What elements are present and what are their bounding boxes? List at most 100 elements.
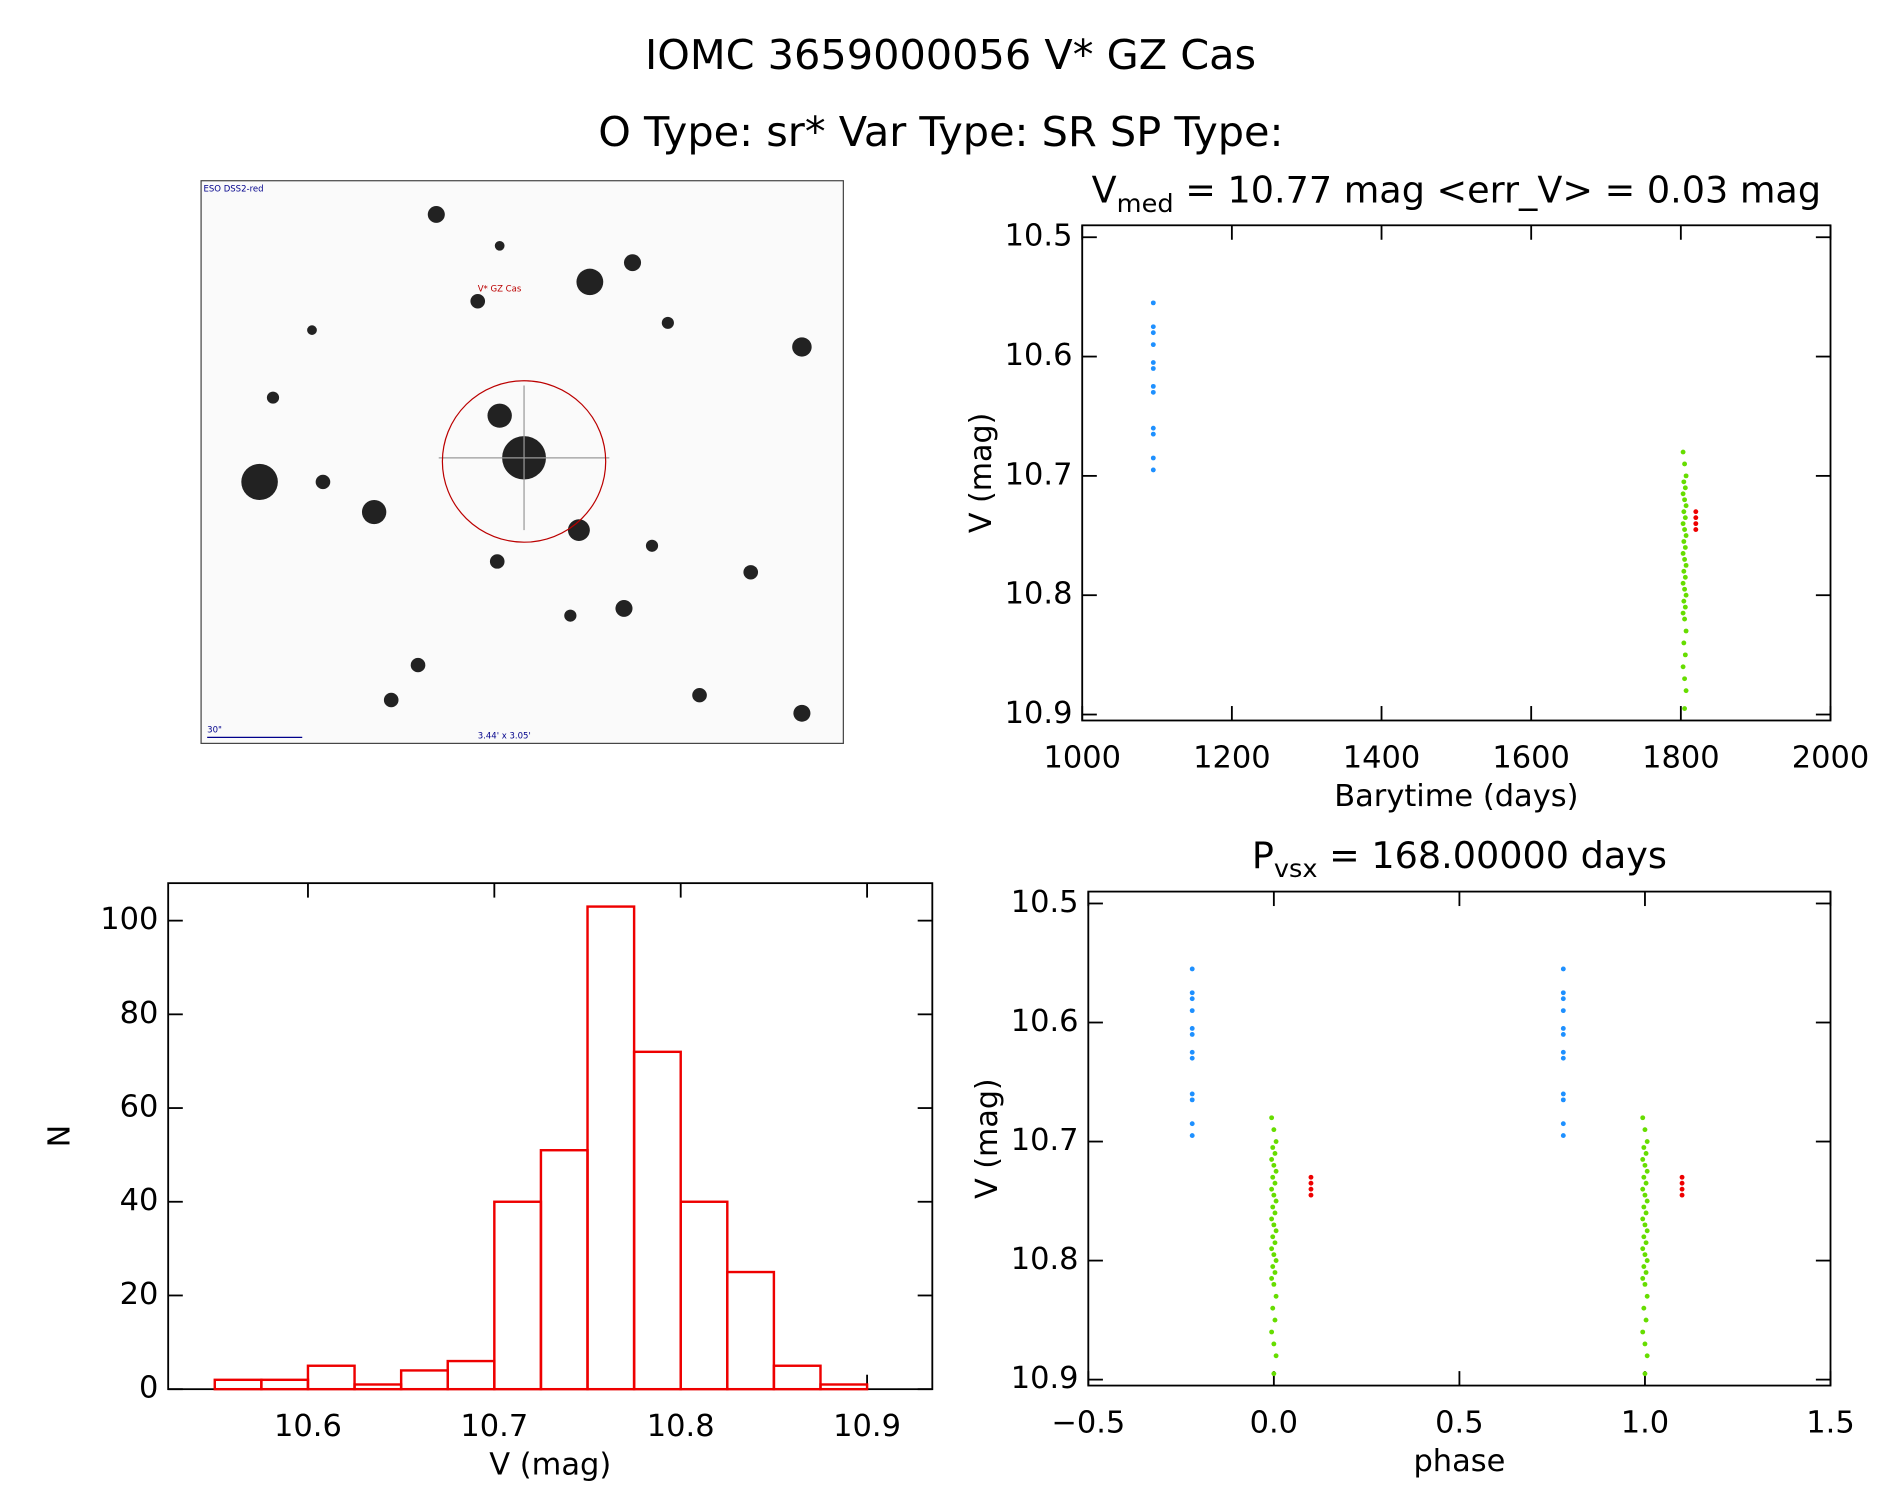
data-point: [1643, 1240, 1649, 1246]
data-point: [1150, 431, 1156, 437]
title-subscript: vsx: [1274, 853, 1318, 883]
data-point: [1682, 461, 1688, 467]
data-point: [1273, 1293, 1279, 1299]
data-point: [1642, 1281, 1648, 1287]
data-point: [1189, 1008, 1195, 1014]
data-point: [1640, 1246, 1646, 1252]
histogram-bar: [679, 1200, 729, 1391]
data-point: [1642, 1371, 1648, 1377]
data-point: [1682, 586, 1688, 592]
data-point: [1269, 1246, 1275, 1252]
data-point: [1683, 533, 1689, 538]
x-tick-label: 0.0: [1250, 1406, 1298, 1441]
data-point: [1640, 1156, 1646, 1162]
data-point: [1270, 1174, 1276, 1180]
figure-subtitle: O Type: sr* Var Type: SR SP Type:: [598, 108, 1283, 156]
data-point: [1683, 688, 1689, 694]
y-tick-label: 60: [120, 1090, 159, 1125]
y-tick-label: 80: [120, 996, 159, 1031]
data-point: [1642, 1127, 1648, 1133]
data-point: [1271, 1341, 1277, 1347]
data-point: [1189, 1055, 1195, 1061]
x-axis-label: phase: [1413, 1444, 1505, 1479]
title-rest: = 10.77 mag <err_V> = 0.03 mag: [1174, 169, 1821, 212]
data-point: [1644, 1198, 1650, 1204]
x-tick-label: 1400: [1343, 741, 1421, 776]
x-tick-label: 10.6: [274, 1409, 342, 1444]
y-tick-label: 10.9: [1005, 696, 1073, 731]
y-tick-label: 0: [139, 1371, 158, 1406]
data-point: [1271, 1127, 1277, 1133]
data-point: [1679, 1180, 1685, 1186]
histogram-bar: [353, 1383, 403, 1391]
data-point: [1189, 990, 1195, 996]
data-point: [1189, 1049, 1195, 1055]
data-point: [1640, 1329, 1646, 1335]
chart-title: Vmed = 10.77 mag <err_V> = 0.03 mag: [1092, 169, 1821, 218]
figure-title: IOMC 3659000056 V* GZ Cas: [645, 31, 1256, 79]
data-point: [1273, 1139, 1279, 1144]
y-tick-label: 10.7: [1005, 457, 1073, 492]
plot-frame: [167, 882, 934, 1391]
data-point: [1560, 996, 1566, 1002]
histogram-bar: [586, 905, 636, 1391]
data-point: [1682, 485, 1688, 491]
y-tick-label: 10.9: [1011, 1361, 1079, 1396]
y-tick-label: 10.8: [1005, 577, 1073, 612]
data-point: [1189, 1121, 1195, 1127]
data-point: [1150, 389, 1156, 395]
data-point: [1641, 1145, 1647, 1150]
data-point: [1644, 1139, 1650, 1144]
data-point: [1644, 1293, 1650, 1299]
data-point: [1683, 562, 1689, 568]
data-point: [1681, 568, 1687, 574]
data-point: [1683, 592, 1689, 598]
data-point: [1682, 574, 1688, 580]
data-point: [1641, 1204, 1647, 1210]
y-tick-label: 100: [100, 902, 158, 937]
data-point: [1679, 1192, 1685, 1198]
data-point: [1682, 497, 1688, 503]
data-point: [1681, 598, 1687, 604]
x-tick-label: −0.5: [1051, 1406, 1125, 1441]
histogram-bar: [399, 1369, 449, 1391]
data-point: [1640, 1115, 1646, 1121]
x-tick-label: 1200: [1193, 741, 1271, 776]
survey-label: ESO DSS2-red: [204, 184, 264, 194]
y-tick-label: 10.5: [1005, 219, 1073, 254]
data-point: [1643, 1151, 1649, 1156]
data-point: [1150, 366, 1156, 371]
x-tick-label: 10.9: [833, 1409, 901, 1444]
data-point: [1272, 1270, 1278, 1275]
data-point: [1560, 1032, 1566, 1037]
data-point: [1189, 1091, 1195, 1097]
data-point: [1640, 1276, 1646, 1281]
data-point: [1272, 1240, 1278, 1246]
data-point: [1642, 1252, 1648, 1258]
data-point: [1269, 1276, 1275, 1281]
data-point: [1683, 628, 1689, 634]
data-point: [1150, 360, 1156, 365]
data-point: [1308, 1192, 1314, 1198]
data-point: [1643, 1270, 1649, 1275]
data-point: [1270, 1204, 1276, 1210]
data-point: [1642, 1341, 1648, 1347]
data-point: [1560, 1133, 1566, 1139]
data-point: [1308, 1180, 1314, 1186]
data-point: [1271, 1222, 1277, 1228]
data-point: [1273, 1228, 1279, 1234]
histogram-bar: [446, 1359, 496, 1391]
data-point: [1643, 1180, 1649, 1186]
data-point: [1681, 640, 1687, 646]
data-point: [1560, 1091, 1566, 1097]
data-point: [1150, 300, 1156, 306]
x-axis-label: V (mag): [489, 1448, 611, 1483]
scale-label: 30": [207, 725, 222, 735]
data-point: [1682, 616, 1688, 622]
data-point: [1270, 1234, 1276, 1240]
data-point: [1640, 1186, 1646, 1192]
data-point: [1680, 580, 1686, 586]
chart-title: Pvsx = 168.00000 days: [1252, 834, 1667, 883]
data-point: [1273, 1168, 1279, 1174]
